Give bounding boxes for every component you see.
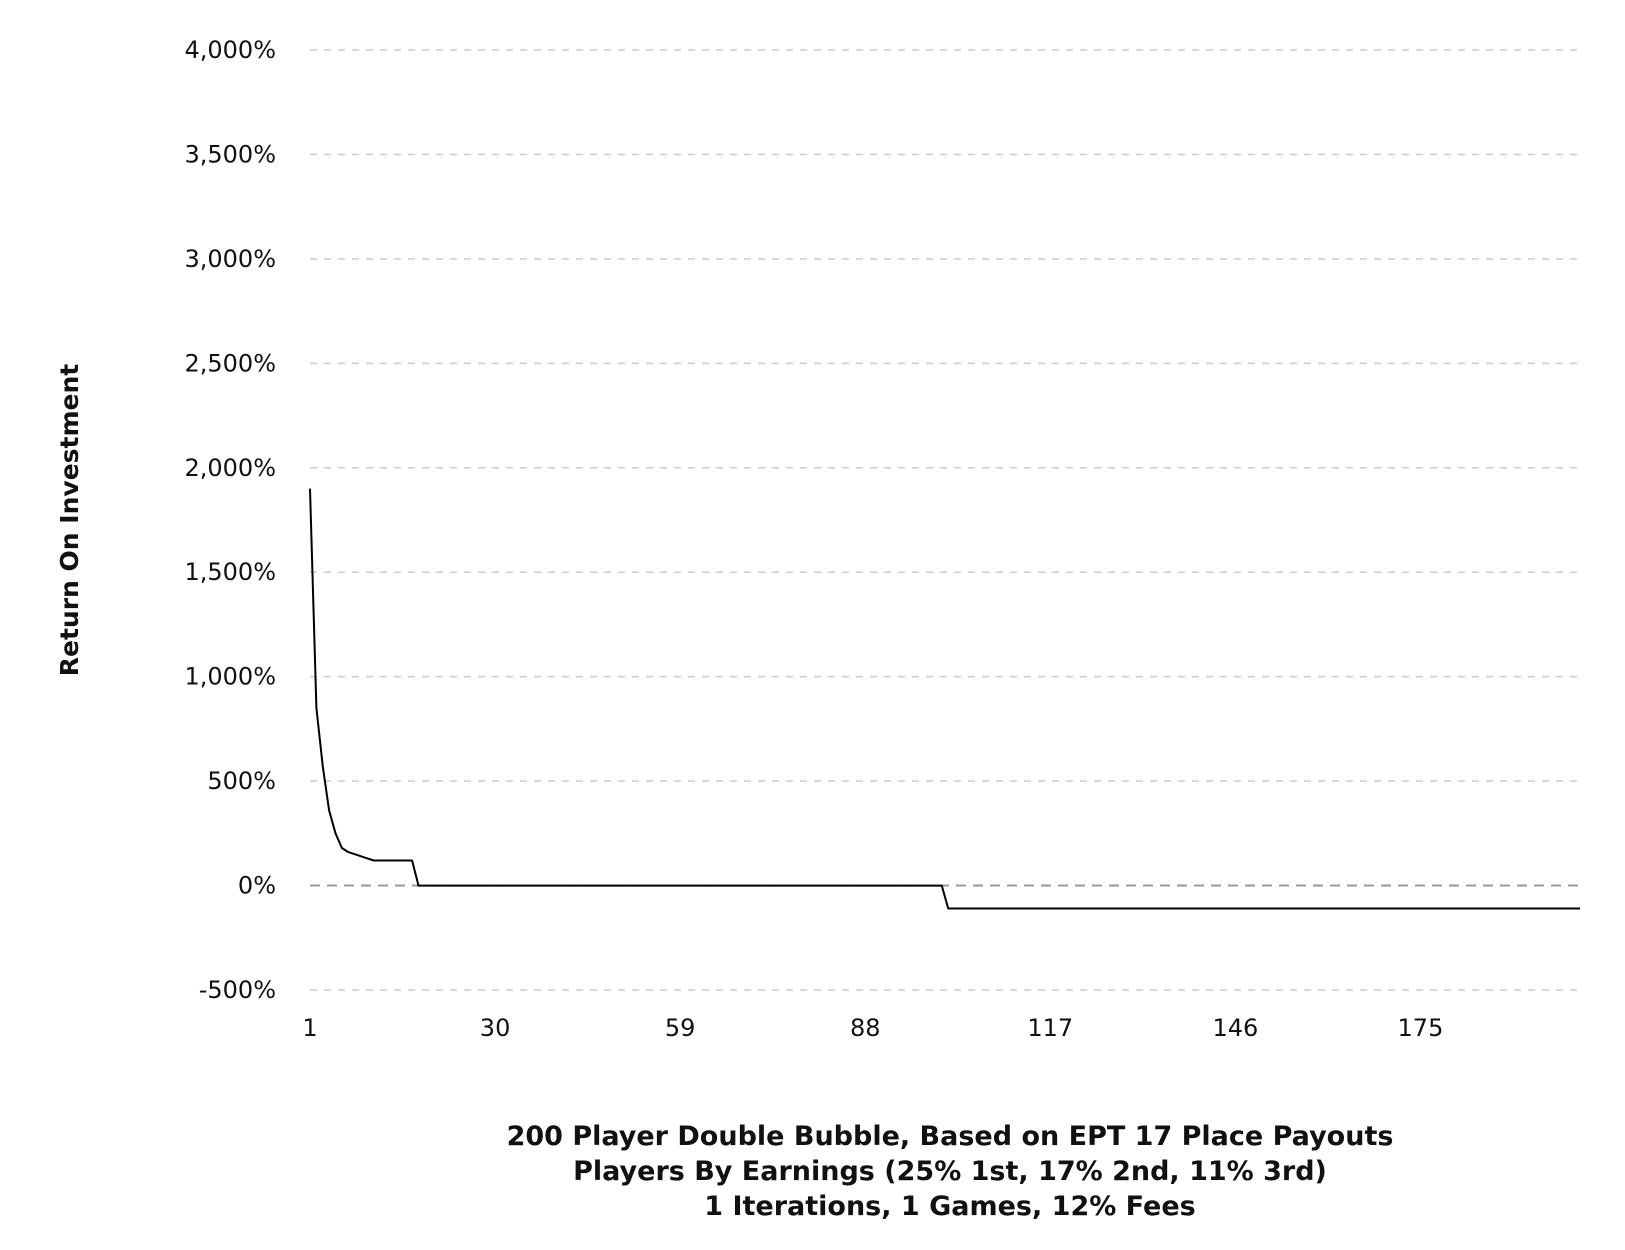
x-tick-label: 175 xyxy=(1398,1014,1444,1042)
y-tick-label: 2,000% xyxy=(184,454,276,482)
x-tick-label: 59 xyxy=(665,1014,696,1042)
y-tick-label: 1,000% xyxy=(184,663,276,691)
x-tick-label: 1 xyxy=(302,1014,317,1042)
y-tick-label: 2,500% xyxy=(184,349,276,377)
y-tick-label: 0% xyxy=(238,872,276,900)
x-axis-label-line-3: 1 Iterations, 1 Games, 12% Fees xyxy=(704,1191,1195,1222)
y-tick-label: 3,500% xyxy=(184,140,276,168)
y-tick-label: -500% xyxy=(199,976,276,1004)
x-axis-label-line-1: 200 Player Double Bubble, Based on EPT 1… xyxy=(507,1121,1394,1152)
y-tick-label: 3,000% xyxy=(184,245,276,273)
y-axis-label: Return On Investment xyxy=(55,364,84,677)
gridlines xyxy=(310,49,1580,991)
series-layer xyxy=(309,488,1580,910)
x-tick-label: 117 xyxy=(1027,1014,1073,1042)
x-tick-label: 88 xyxy=(850,1014,881,1042)
x-tick-label: 30 xyxy=(480,1014,511,1042)
x-axis-ticks: 1 30 59 88 117 146 175 xyxy=(302,1014,1443,1042)
series-line-0 xyxy=(309,488,1580,910)
y-axis-ticks: 4,000% 3,500% 3,000% 2,500% 2,000% 1,500% 1,00… xyxy=(184,36,276,1004)
y-tick-label: 4,000% xyxy=(184,36,276,64)
x-axis-label-line-2: Players By Earnings (25% 1st, 17% 2nd, 1… xyxy=(573,1156,1327,1187)
y-tick-label: 500% xyxy=(207,767,276,795)
x-tick-label: 146 xyxy=(1212,1014,1258,1042)
y-tick-label: 1,500% xyxy=(184,558,276,586)
